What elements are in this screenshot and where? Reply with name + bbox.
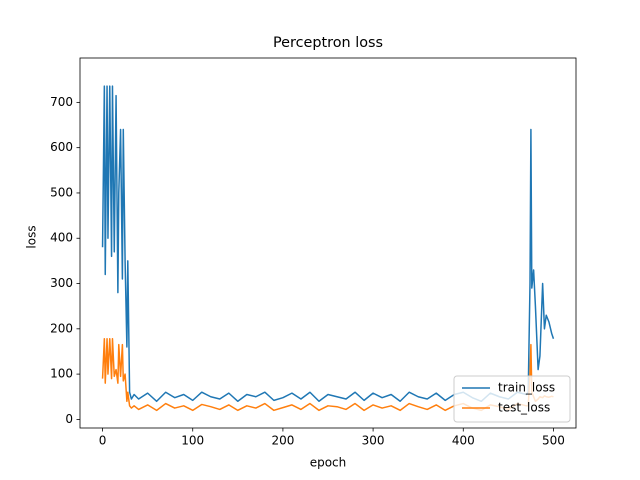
y-tick-label: 100 (50, 367, 73, 381)
y-tick-label: 500 (50, 185, 73, 199)
x-tick-label: 200 (271, 434, 294, 448)
chart-title: Perceptron loss (273, 35, 383, 51)
y-tick-label: 700 (50, 95, 73, 109)
x-tick-label: 500 (542, 434, 565, 448)
x-axis-label: epoch (310, 456, 347, 470)
y-tick-label: 400 (50, 231, 73, 245)
x-tick-label: 300 (362, 434, 385, 448)
y-tick-label: 0 (65, 412, 73, 426)
y-tick-label: 600 (50, 140, 73, 154)
x-tick-label: 400 (452, 434, 475, 448)
plot-frame (79, 57, 577, 429)
legend-label: test_loss (498, 401, 550, 415)
y-axis-label: loss (25, 225, 39, 248)
line-series (101, 85, 555, 403)
x-tick-label: 100 (181, 434, 204, 448)
legend-label: train_loss (498, 381, 555, 395)
y-tick-label: 200 (50, 321, 73, 335)
y-tick-label: 300 (50, 276, 73, 290)
x-tick-label: 0 (99, 434, 107, 448)
